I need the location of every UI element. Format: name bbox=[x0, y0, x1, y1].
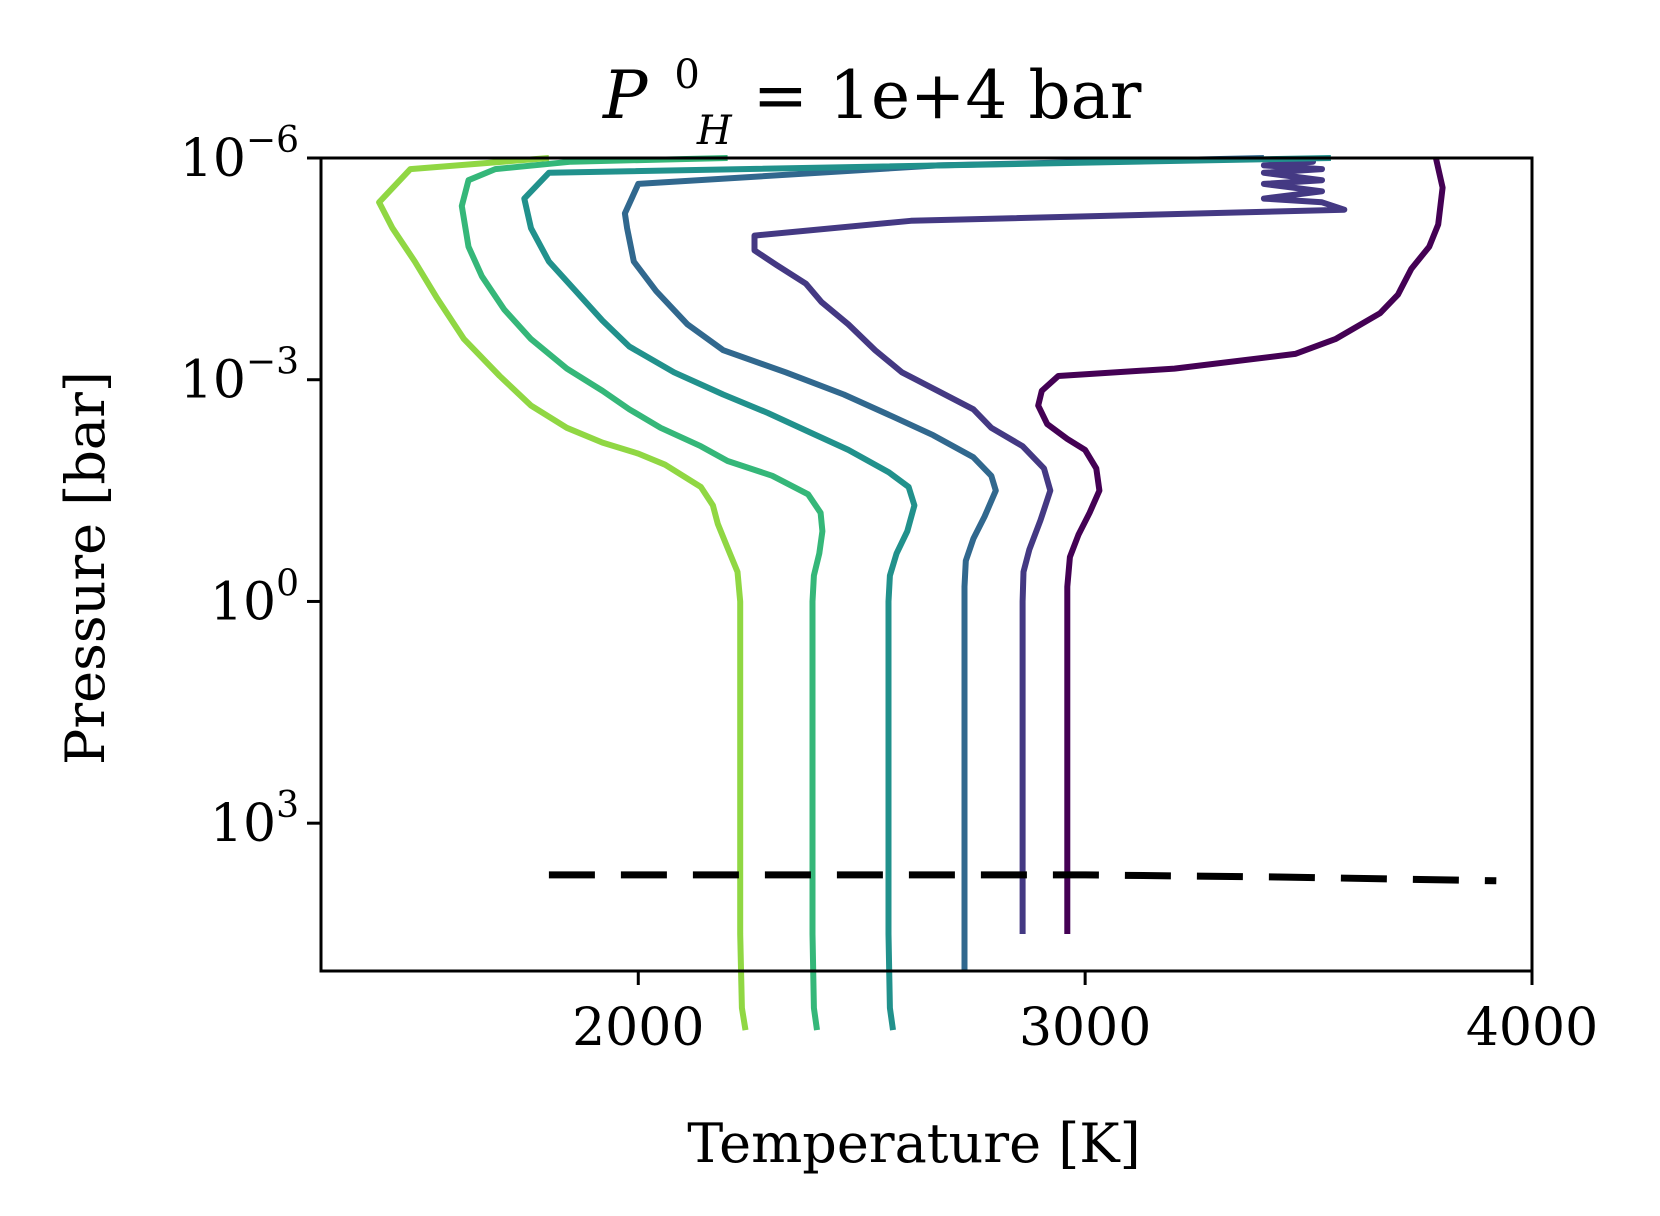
title-text: = 1e+4 bar bbox=[753, 57, 1142, 134]
x-tick-label-3: 4000 bbox=[1466, 998, 1598, 1058]
plot-area bbox=[319, 155, 1534, 1031]
series-line-6 bbox=[376, 155, 749, 1031]
y-axis-label: Pressure [bar] bbox=[54, 371, 117, 765]
x-axis: 2000 3000 4000 bbox=[572, 971, 1598, 1058]
title-subscript: H bbox=[696, 108, 733, 154]
series-group bbox=[376, 155, 1446, 1031]
x-tick-label-1: 2000 bbox=[572, 998, 704, 1058]
y-axis: 10−6 10−3 100 103 bbox=[180, 120, 321, 854]
x-tick-label-2: 3000 bbox=[1019, 998, 1151, 1058]
series-line-2 bbox=[751, 155, 1348, 934]
y-tick-label-2: 10−3 bbox=[180, 342, 299, 411]
reference-dashed-line bbox=[548, 871, 1497, 885]
title-superscript: 0 bbox=[674, 52, 699, 98]
chart-title: P 0 H = 1e+4 bar bbox=[602, 27, 1142, 160]
y-tick-label-4: 103 bbox=[210, 785, 299, 854]
plot-frame bbox=[319, 156, 1534, 973]
y-tick-label-3: 100 bbox=[210, 563, 299, 632]
series-line-1 bbox=[1035, 157, 1446, 934]
title-symbol: P bbox=[602, 57, 649, 134]
y-tick-label-1: 10−6 bbox=[180, 120, 299, 189]
series-line-3 bbox=[621, 155, 1264, 971]
x-axis-label: Temperature [K] bbox=[687, 1112, 1140, 1175]
series-line-5 bbox=[458, 155, 826, 1031]
series-line-4 bbox=[521, 155, 1331, 1031]
